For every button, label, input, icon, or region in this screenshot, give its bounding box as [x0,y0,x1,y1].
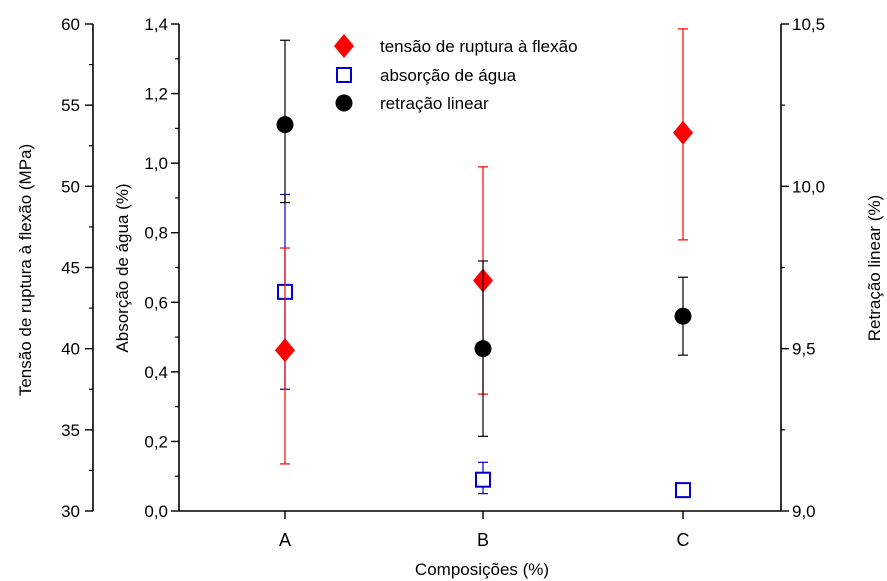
legend-absorption-label: absorção de água [380,66,517,85]
right-axis-label: Retração linear (%) [865,195,884,341]
left-inner-tick-label: 1,2 [144,85,168,104]
x-axis: A B C [279,511,690,550]
right-tick-label: 10,0 [792,177,825,196]
left-inner-axis-label: Absorção de água (%) [113,183,132,352]
legend-shrinkage-label: retração linear [380,94,489,113]
right-axis: 9,0 9,5 10,0 10,5 [781,15,825,521]
left-outer-tick-label: 50 [61,177,80,196]
legend-tension-marker [334,34,354,58]
right-tick-label: 9,5 [792,340,816,359]
x-axis-label: Composições (%) [415,560,549,579]
shrinkage-point [674,307,692,325]
left-outer-tick-label: 60 [61,15,80,34]
data-marks [275,28,693,499]
left-outer-tick-label: 30 [61,502,80,521]
x-tick-label: C [677,530,690,550]
left-outer-tick-label: 40 [61,340,80,359]
tension-point [673,120,693,145]
left-inner-tick-label: 0,2 [144,432,168,451]
x-tick-label: A [279,530,291,550]
left-outer-axis-label: Tensão de ruptura à flexão (MPa) [16,144,35,396]
left-inner-tick-label: 1,0 [144,154,168,173]
legend-tension-label: tensão de ruptura à flexão [380,37,578,56]
tension-point [275,338,295,363]
absorption-point [475,471,491,488]
absorption-point [675,482,691,499]
left-outer-tick-label: 35 [61,421,80,440]
left-outer-axis: 30 35 40 45 50 55 60 [61,15,93,521]
right-tick-label: 9,0 [792,502,816,521]
left-inner-tick-label: 0,6 [144,293,168,312]
left-inner-tick-label: 1,4 [144,15,168,34]
left-inner-tick-label: 0,4 [144,363,168,382]
left-outer-tick-label: 45 [61,259,80,278]
left-inner-tick-label: 0,8 [144,224,168,243]
shrinkage-point [276,116,294,134]
legend: tensão de ruptura à flexão absorção de ág… [334,34,578,113]
shrinkage-point [474,340,492,358]
x-tick-label: B [477,530,489,550]
legend-shrinkage-marker [335,94,353,112]
right-tick-label: 10,5 [792,15,825,34]
left-outer-tick-label: 55 [61,96,80,115]
legend-absorption-marker [336,67,352,83]
left-inner-axis: 0,0 0,2 0,4 0,6 0,8 1,0 1,2 1,4 [144,15,179,521]
left-inner-tick-label: 0,0 [144,502,168,521]
